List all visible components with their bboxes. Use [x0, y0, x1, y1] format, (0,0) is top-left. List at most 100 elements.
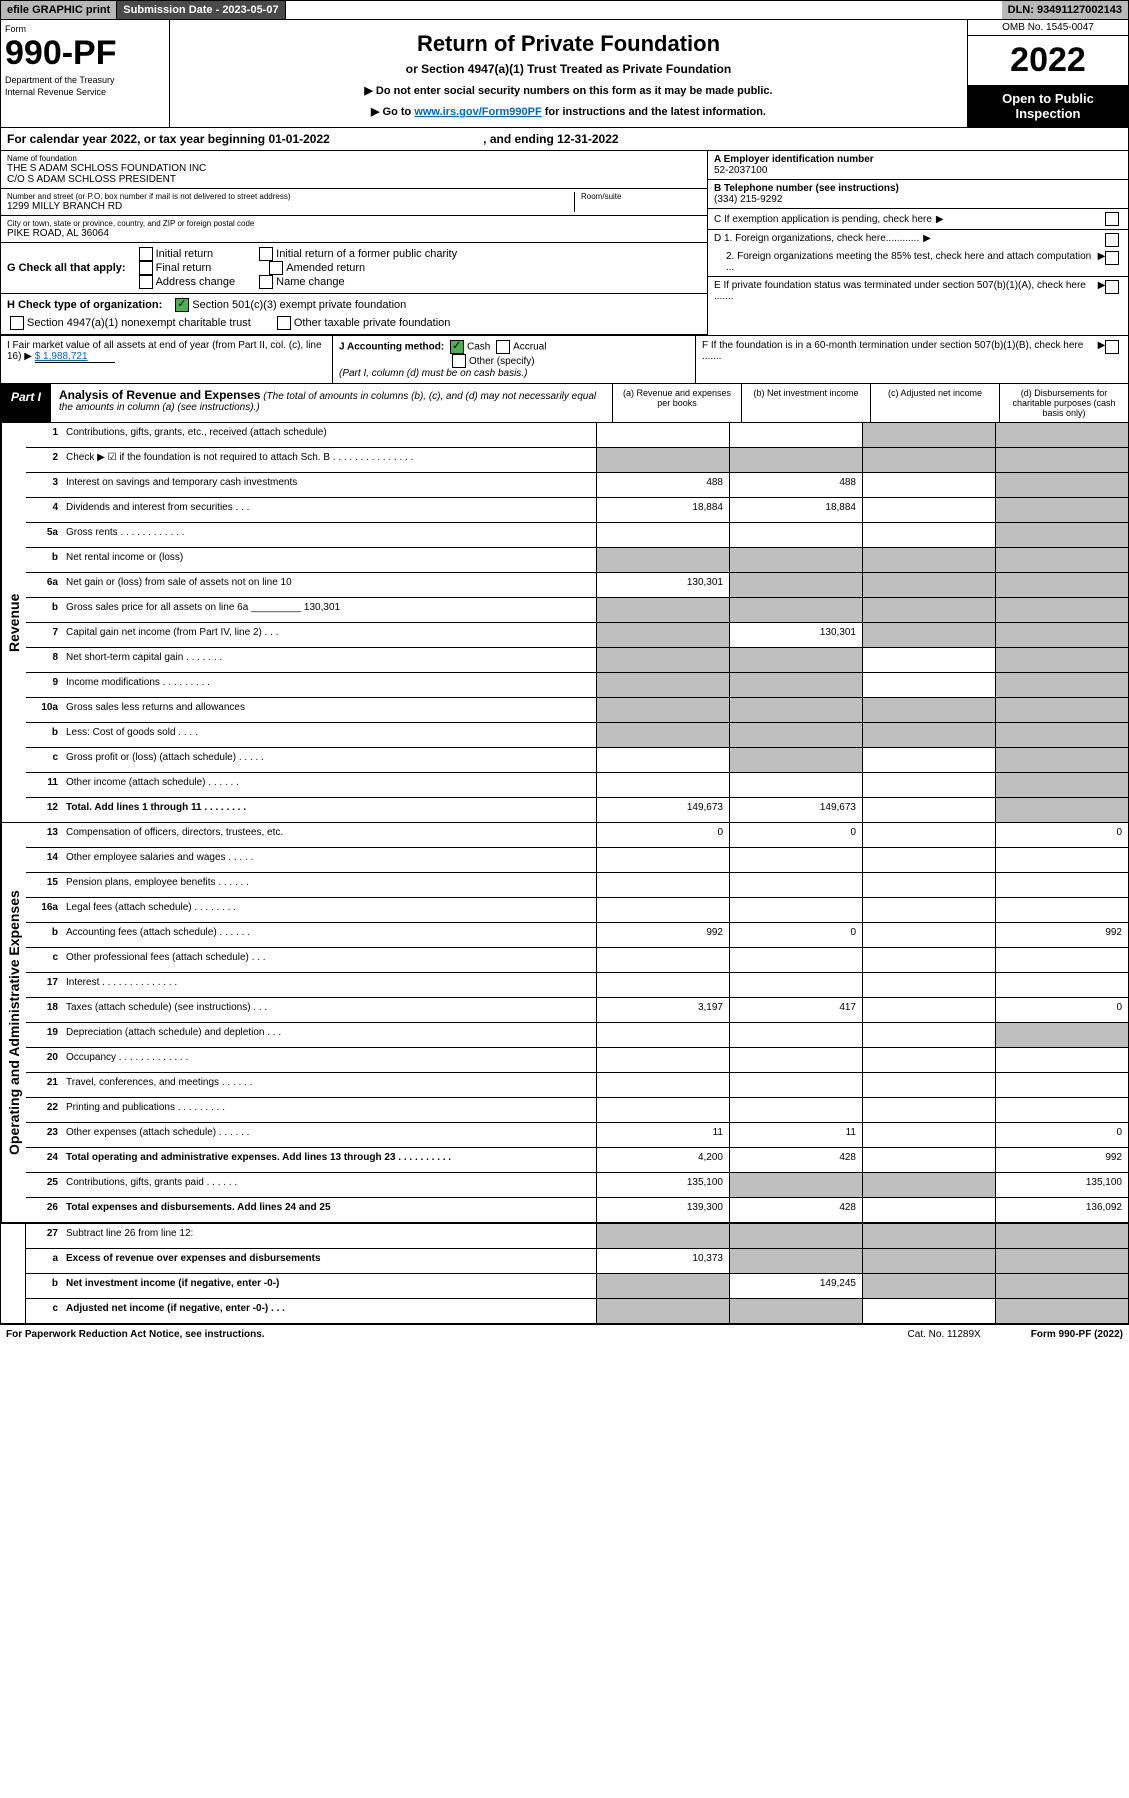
- table-row: 14 Other employee salaries and wages . .…: [26, 848, 1128, 873]
- checkbox-other[interactable]: [452, 354, 466, 368]
- e-text: E If private foundation status was termi…: [714, 280, 1094, 302]
- table-row: 11 Other income (attach schedule) . . . …: [26, 773, 1128, 798]
- table-row: 10a Gross sales less returns and allowan…: [26, 698, 1128, 723]
- city: PIKE ROAD, AL 36064: [7, 228, 701, 239]
- form-ref: Form 990-PF (2022): [1031, 1329, 1123, 1340]
- ein-label: A Employer identification number: [714, 154, 1122, 165]
- irs-link[interactable]: www.irs.gov/Form990PF: [414, 106, 541, 118]
- name-label: Name of foundation: [7, 154, 701, 163]
- table-row: 12 Total. Add lines 1 through 11 . . . .…: [26, 798, 1128, 822]
- top-bar: efile GRAPHIC print Submission Date - 20…: [0, 0, 1129, 20]
- addr-label: Number and street (or P.O. box number if…: [7, 192, 574, 201]
- checkbox-d2[interactable]: [1105, 251, 1119, 265]
- tel-label: B Telephone number (see instructions): [714, 183, 1122, 194]
- col-a: (a) Revenue and expenses per books: [612, 384, 741, 422]
- table-row: 17 Interest . . . . . . . . . . . . . .: [26, 973, 1128, 998]
- col-b: (b) Net investment income: [741, 384, 870, 422]
- checkbox-d1[interactable]: [1105, 233, 1119, 247]
- checkbox-final[interactable]: [139, 261, 153, 275]
- pra-notice: For Paperwork Reduction Act Notice, see …: [6, 1329, 265, 1340]
- table-row: 2 Check ▶ ☑ if the foundation is not req…: [26, 448, 1128, 473]
- table-row: a Excess of revenue over expenses and di…: [26, 1249, 1128, 1274]
- calendar-year-row: For calendar year 2022, or tax year begi…: [0, 128, 1129, 151]
- table-row: c Gross profit or (loss) (attach schedul…: [26, 748, 1128, 773]
- city-label: City or town, state or province, country…: [7, 219, 701, 228]
- table-row: b Less: Cost of goods sold . . . .: [26, 723, 1128, 748]
- table-row: c Other professional fees (attach schedu…: [26, 948, 1128, 973]
- room-label: Room/suite: [581, 192, 701, 201]
- table-row: b Net rental income or (loss): [26, 548, 1128, 573]
- omb: OMB No. 1545-0047: [968, 20, 1128, 36]
- cat-no: Cat. No. 11289X: [908, 1329, 981, 1340]
- checkbox-501c3[interactable]: [175, 298, 189, 312]
- table-row: 22 Printing and publications . . . . . .…: [26, 1098, 1128, 1123]
- inst-1: ▶ Do not enter social security numbers o…: [176, 84, 961, 97]
- dept: Department of the Treasury: [5, 75, 165, 85]
- hij-row: I Fair market value of all assets at end…: [0, 336, 1129, 384]
- ein: 52-2037100: [714, 165, 1122, 176]
- table-row: c Adjusted net income (if negative, ente…: [26, 1299, 1128, 1323]
- f-text: F If the foundation is in a 60-month ter…: [702, 340, 1094, 379]
- d1-text: D 1. Foreign organizations, check here..…: [714, 233, 919, 247]
- irs: Internal Revenue Service: [5, 87, 165, 97]
- table-row: 5a Gross rents . . . . . . . . . . . .: [26, 523, 1128, 548]
- table-row: 21 Travel, conferences, and meetings . .…: [26, 1073, 1128, 1098]
- expenses-label: Operating and Administrative Expenses: [1, 823, 26, 1222]
- table-row: 23 Other expenses (attach schedule) . . …: [26, 1123, 1128, 1148]
- table-row: 26 Total expenses and disbursements. Add…: [26, 1198, 1128, 1222]
- table-row: b Gross sales price for all assets on li…: [26, 598, 1128, 623]
- table-row: 25 Contributions, gifts, grants paid . .…: [26, 1173, 1128, 1198]
- part1-header: Part I Analysis of Revenue and Expenses …: [0, 384, 1129, 423]
- checkbox-f[interactable]: [1105, 340, 1119, 354]
- table-row: 3 Interest on savings and temporary cash…: [26, 473, 1128, 498]
- checkbox-name-change[interactable]: [259, 275, 273, 289]
- table-row: 18 Taxes (attach schedule) (see instruct…: [26, 998, 1128, 1023]
- checkbox-initial-former[interactable]: [259, 247, 273, 261]
- d2-text: 2. Foreign organizations meeting the 85%…: [726, 251, 1094, 273]
- checkbox-e[interactable]: [1105, 280, 1119, 294]
- table-row: 1 Contributions, gifts, grants, etc., re…: [26, 423, 1128, 448]
- g-row: G Check all that apply: Initial return I…: [1, 243, 707, 294]
- checkbox-c[interactable]: [1105, 212, 1119, 226]
- checkbox-cash[interactable]: [450, 340, 464, 354]
- table-row: 9 Income modifications . . . . . . . . .: [26, 673, 1128, 698]
- table-row: 16a Legal fees (attach schedule) . . . .…: [26, 898, 1128, 923]
- dln: DLN: 93491127002143: [1002, 1, 1128, 19]
- checkbox-other-taxable[interactable]: [277, 316, 291, 330]
- form-number: 990-PF: [5, 34, 165, 73]
- address: 1299 MILLY BRANCH RD: [7, 201, 574, 212]
- i-value[interactable]: $ 1,988,721: [35, 351, 115, 363]
- part1-table: Revenue 1 Contributions, gifts, grants, …: [0, 423, 1129, 1324]
- table-row: 15 Pension plans, employee benefits . . …: [26, 873, 1128, 898]
- table-row: 8 Net short-term capital gain . . . . . …: [26, 648, 1128, 673]
- inst-2: ▶ Go to www.irs.gov/Form990PF for instru…: [176, 105, 961, 118]
- table-row: 27 Subtract line 26 from line 12:: [26, 1224, 1128, 1249]
- h-row: H Check type of organization: Section 50…: [1, 294, 707, 335]
- form-title: Return of Private Foundation: [176, 31, 961, 57]
- form-label: Form: [5, 24, 165, 34]
- table-row: 19 Depreciation (attach schedule) and de…: [26, 1023, 1128, 1048]
- telephone: (334) 215-9292: [714, 194, 1122, 205]
- checkbox-amended[interactable]: [269, 261, 283, 275]
- submission-date: Submission Date - 2023-05-07: [117, 1, 285, 19]
- checkbox-accrual[interactable]: [496, 340, 510, 354]
- footer: For Paperwork Reduction Act Notice, see …: [0, 1324, 1129, 1344]
- part1-title: Analysis of Revenue and Expenses: [59, 388, 260, 402]
- table-row: 20 Occupancy . . . . . . . . . . . . .: [26, 1048, 1128, 1073]
- tax-year: 2022: [968, 36, 1128, 85]
- table-row: b Accounting fees (attach schedule) . . …: [26, 923, 1128, 948]
- foundation-co: C/O S ADAM SCHLOSS PRESIDENT: [7, 174, 701, 185]
- checkbox-addr-change[interactable]: [139, 275, 153, 289]
- revenue-label: Revenue: [1, 423, 26, 822]
- checkbox-4947[interactable]: [10, 316, 24, 330]
- checkbox-initial[interactable]: [139, 247, 153, 261]
- table-row: 13 Compensation of officers, directors, …: [26, 823, 1128, 848]
- foundation-name: THE S ADAM SCHLOSS FOUNDATION INC: [7, 163, 701, 174]
- form-subtitle: or Section 4947(a)(1) Trust Treated as P…: [176, 62, 961, 76]
- part1-tag: Part I: [1, 384, 51, 422]
- col-d: (d) Disbursements for charitable purpose…: [999, 384, 1128, 422]
- table-row: 4 Dividends and interest from securities…: [26, 498, 1128, 523]
- table-row: 6a Net gain or (loss) from sale of asset…: [26, 573, 1128, 598]
- c-text: C If exemption application is pending, c…: [714, 214, 932, 225]
- table-row: 7 Capital gain net income (from Part IV,…: [26, 623, 1128, 648]
